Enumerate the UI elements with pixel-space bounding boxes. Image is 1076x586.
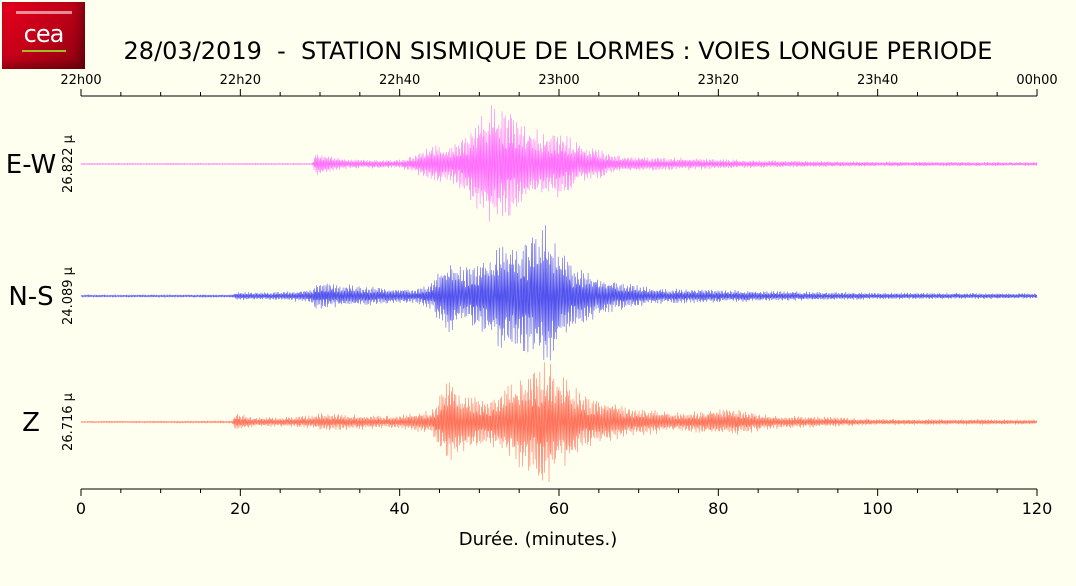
bottom-tick-label: 40 xyxy=(389,499,409,518)
top-tick-label: 22h00 xyxy=(60,73,101,88)
channel-label: E-W xyxy=(6,150,56,180)
waveform-line xyxy=(80,105,1038,222)
bottom-tick-label: 60 xyxy=(549,499,569,518)
trace-ns: N-S 24.089 µ xyxy=(8,225,1038,361)
bottom-tick-label: 20 xyxy=(230,499,250,518)
top-tick-label: 23h00 xyxy=(538,73,579,88)
waveform-line xyxy=(80,362,1038,483)
trace-z: Z 26.716 µ xyxy=(22,362,1038,483)
channel-label: Z xyxy=(22,408,40,438)
top-tick-label: 23h20 xyxy=(698,73,739,88)
cea-logo: cea xyxy=(2,2,85,69)
bottom-tick-label: 120 xyxy=(1022,499,1053,518)
bottom-tick-label: 80 xyxy=(708,499,728,518)
top-tick-label: 00h00 xyxy=(1016,73,1057,88)
x-axis-label: Durée. (minutes.) xyxy=(459,529,618,550)
seismic-traces: E-W 26.822 µ N-S 24.089 µ Z 26.716 µ xyxy=(6,105,1038,483)
amplitude-label: 26.822 µ xyxy=(61,135,76,193)
bottom-minutes-axis: 0 20 40 60 80 100 120 xyxy=(76,488,1053,518)
channel-label: N-S xyxy=(8,282,53,312)
top-tick-label: 22h20 xyxy=(220,73,261,88)
amplitude-label: 24.089 µ xyxy=(61,267,76,325)
chart-title: 28/03/2019 - STATION SISMIQUE DE LORMES … xyxy=(123,37,993,65)
logo-text: cea xyxy=(23,20,65,48)
logo-underline xyxy=(22,50,66,52)
logo-top-bar xyxy=(16,11,72,14)
top-time-axis: 22h00 22h20 22h40 23h00 23h20 23h40 00h00 xyxy=(60,73,1058,97)
trace-ew: E-W 26.822 µ xyxy=(6,105,1038,222)
bottom-tick-label: 0 xyxy=(76,499,86,518)
top-tick-label: 23h40 xyxy=(857,73,898,88)
top-tick-label: 22h40 xyxy=(379,73,420,88)
waveform-line xyxy=(80,225,1038,361)
bottom-tick-label: 100 xyxy=(862,499,893,518)
amplitude-label: 26.716 µ xyxy=(61,393,76,451)
